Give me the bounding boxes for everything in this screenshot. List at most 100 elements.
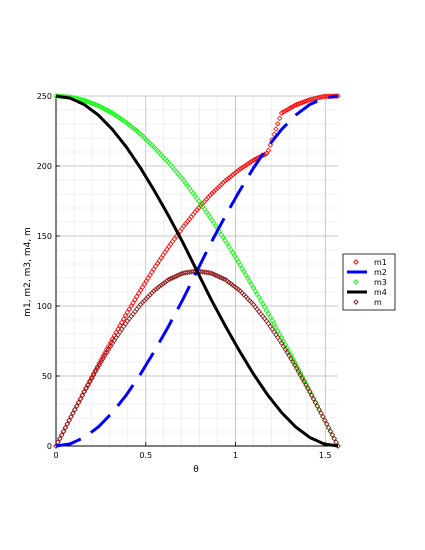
- data-point-m: [105, 346, 112, 353]
- data-point-m3: [293, 363, 300, 369]
- data-point-m: [265, 320, 272, 327]
- data-point-m3: [188, 188, 195, 194]
- data-point-m: [68, 414, 74, 420]
- data-point-m1: [132, 296, 138, 303]
- data-point-m1: [248, 158, 255, 165]
- data-point-m3: [239, 265, 245, 272]
- data-point-m3: [256, 294, 262, 301]
- data-point-m3: [299, 373, 306, 380]
- data-point-m3: [254, 291, 260, 298]
- data-point-m: [162, 279, 168, 286]
- data-point-m: [276, 337, 283, 344]
- data-point-m: [322, 417, 328, 424]
- legend-item-m2: m2: [347, 268, 387, 277]
- data-point-m: [73, 403, 80, 409]
- data-point-m1: [267, 142, 274, 148]
- x-axis-label: θ: [193, 465, 199, 475]
- data-point-m: [290, 359, 296, 365]
- data-point-m3: [192, 193, 198, 199]
- data-point-m1: [171, 236, 178, 242]
- data-point-m1: [295, 101, 302, 107]
- data-point-m: [169, 275, 176, 281]
- y-tick-label: 100: [37, 302, 52, 311]
- data-point-m3: [207, 214, 213, 221]
- data-point-m: [280, 343, 287, 350]
- data-point-m1: [216, 183, 223, 189]
- data-point-m: [87, 379, 93, 385]
- data-point-m1: [164, 246, 170, 253]
- y-tick-label: 0: [47, 442, 52, 451]
- data-point-m: [320, 414, 326, 420]
- data-point-m: [173, 273, 180, 279]
- data-point-m: [88, 375, 95, 382]
- data-point-m: [205, 269, 212, 276]
- data-point-m1: [120, 316, 127, 322]
- data-point-m1: [94, 363, 101, 370]
- legend-label: m4: [374, 288, 387, 297]
- data-point-m3: [295, 366, 302, 373]
- data-point-m1: [130, 300, 136, 306]
- data-point-m: [327, 428, 334, 435]
- data-point-m1: [282, 108, 289, 114]
- legend-label: m3: [374, 278, 387, 287]
- data-point-m3: [263, 307, 270, 314]
- data-point-m3: [297, 370, 304, 376]
- data-point-m1: [323, 93, 330, 100]
- data-point-m1: [98, 356, 104, 363]
- data-point-m: [175, 272, 181, 279]
- data-point-m1: [325, 93, 332, 100]
- data-point-m: [100, 356, 106, 362]
- data-point-m1: [241, 163, 247, 170]
- data-point-m1: [252, 156, 259, 163]
- data-point-m: [98, 359, 104, 365]
- y-axis-label: m1, m2, m3, m4, m: [23, 227, 33, 317]
- data-point-m: [299, 375, 306, 382]
- data-point-m: [308, 392, 315, 399]
- data-point-m1: [124, 309, 131, 316]
- legend-label: m2: [374, 268, 387, 277]
- x-tick-label: 0: [53, 451, 58, 460]
- data-point-m3: [190, 190, 197, 197]
- y-tick-label: 150: [37, 232, 52, 241]
- data-point-m3: [276, 331, 283, 338]
- data-point-m1: [92, 367, 99, 374]
- data-point-m3: [186, 185, 193, 192]
- data-point-m: [160, 280, 166, 287]
- data-point-m: [301, 379, 307, 385]
- data-point-m: [77, 396, 84, 402]
- data-point-m3: [269, 317, 275, 324]
- legend-item-m: m: [353, 298, 382, 307]
- data-point-m: [323, 421, 330, 427]
- data-point-m: [154, 285, 161, 291]
- data-point-m1: [278, 110, 285, 116]
- data-point-m1: [160, 252, 166, 258]
- data-point-m1: [273, 126, 279, 132]
- legend-marker: [353, 279, 359, 285]
- data-point-m: [318, 410, 324, 416]
- data-point-m: [79, 392, 86, 399]
- data-point-m: [102, 352, 108, 359]
- data-point-m3: [205, 211, 212, 218]
- data-point-m1: [243, 162, 249, 169]
- data-point-m3: [260, 301, 266, 307]
- data-point-m: [81, 389, 87, 395]
- data-point-m1: [284, 107, 291, 113]
- data-point-m3: [241, 268, 247, 275]
- data-point-m: [83, 385, 89, 392]
- data-point-m: [305, 385, 311, 392]
- data-point-m: [295, 368, 302, 375]
- legend-marker: [353, 299, 359, 305]
- data-point-m3: [235, 259, 242, 265]
- data-point-m: [72, 406, 78, 413]
- data-point-m1: [231, 170, 238, 177]
- data-point-m: [143, 295, 150, 302]
- data-point-m1: [322, 93, 328, 100]
- data-point-m1: [239, 164, 245, 171]
- data-point-m: [171, 274, 178, 280]
- data-point-m1: [280, 109, 287, 115]
- data-point-m: [96, 362, 103, 368]
- data-point-m3: [246, 278, 253, 285]
- data-point-m1: [290, 103, 296, 110]
- data-point-m: [331, 435, 338, 442]
